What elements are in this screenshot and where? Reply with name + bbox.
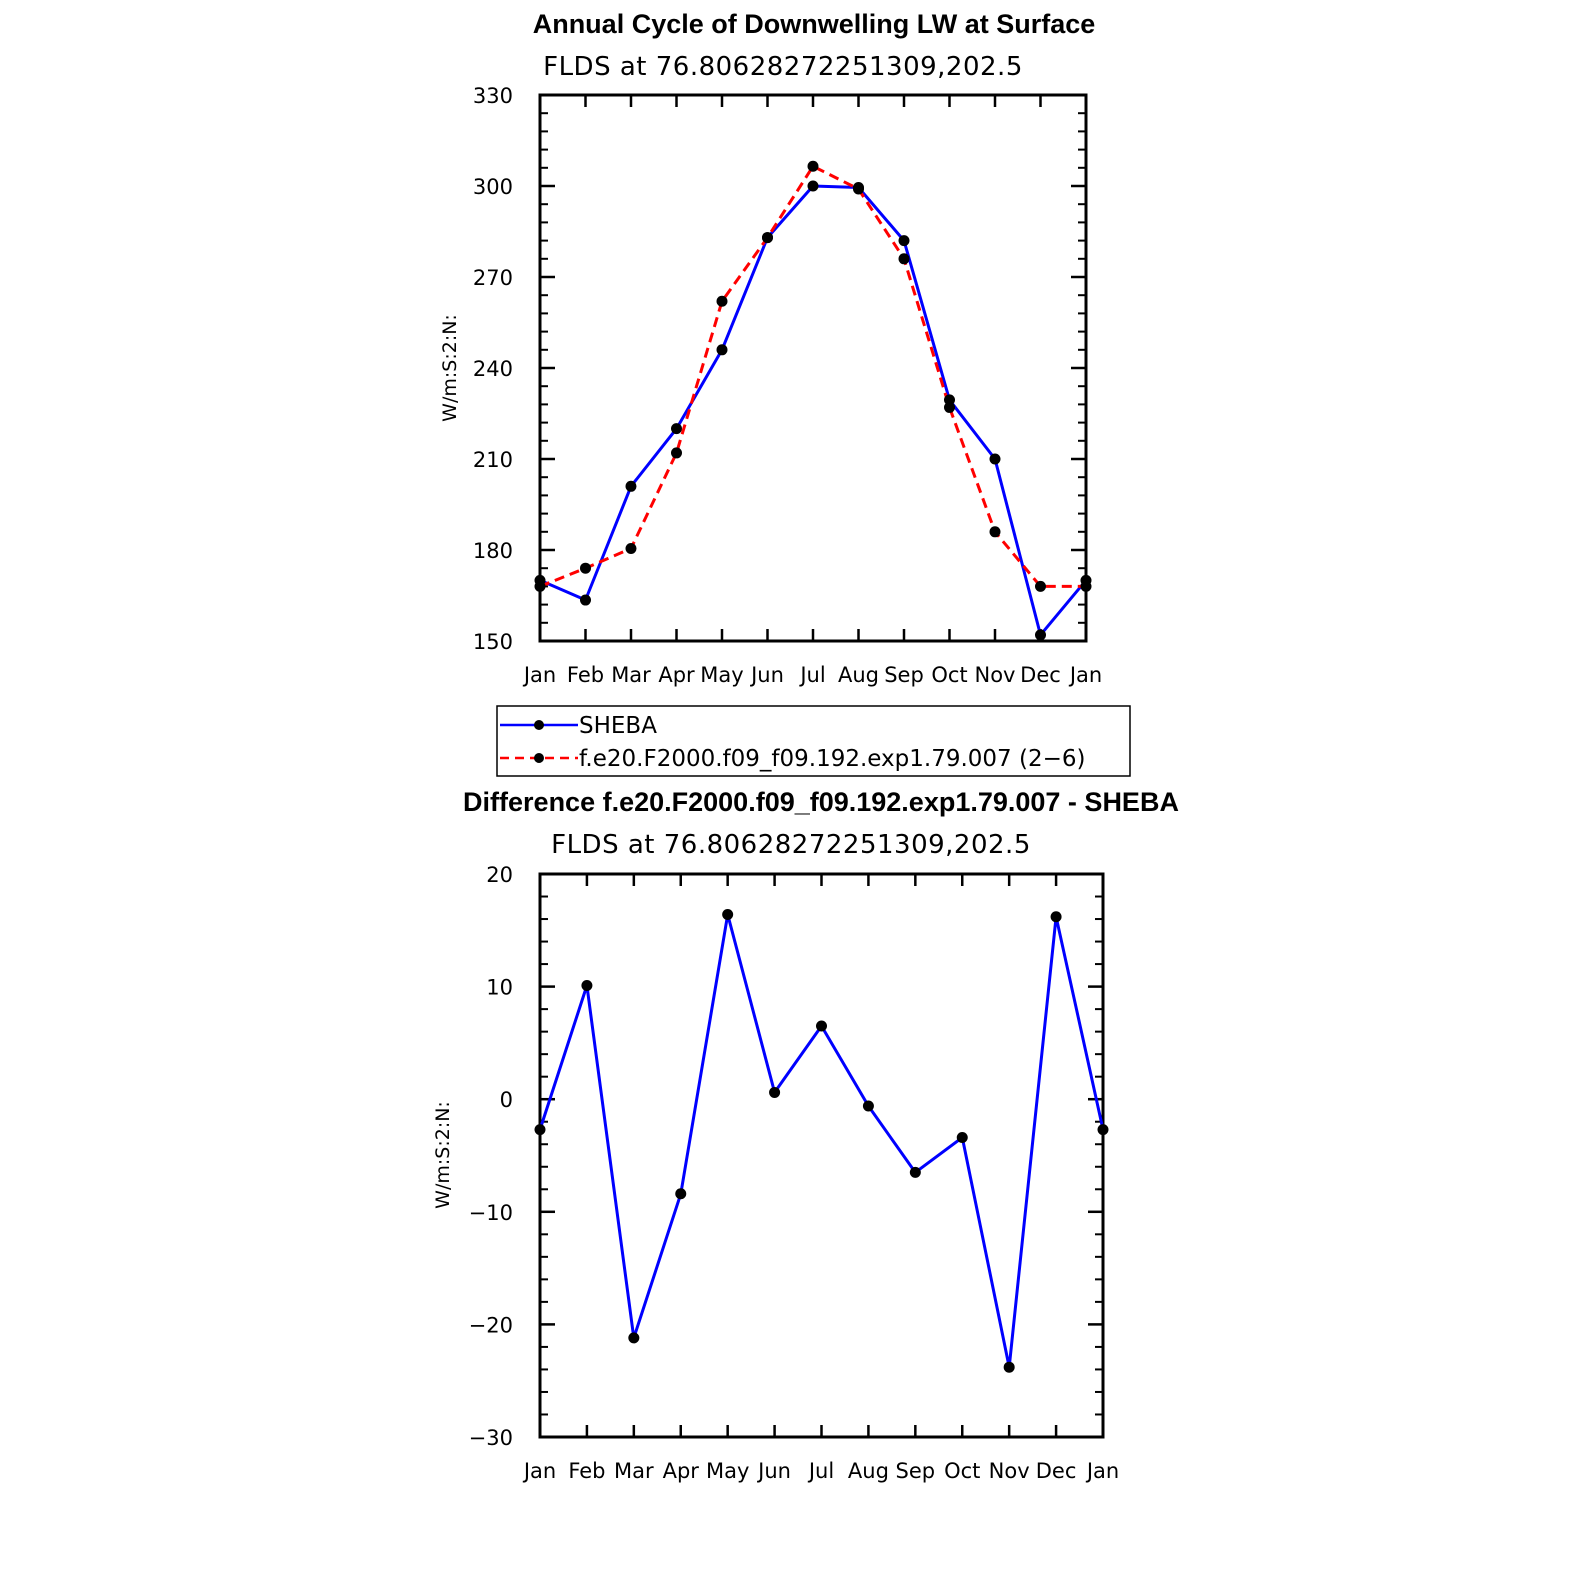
chart2-xtick-label: Dec [1036,1459,1077,1483]
chart1-subtitle: FLDS at 76.80628272251309,202.5 [543,52,1023,82]
annual-cycle-chart: Annual Cycle of Downwelling LW at Surfac… [439,9,1102,687]
chart2-ytick-label: 0 [500,1088,513,1112]
chart1-series-1-point [944,401,955,413]
chart1-series-1-point [716,295,728,307]
chart2-ylabel: W/m:S:2:N: [432,1101,454,1209]
chart1-xtick-label: Jul [798,663,825,687]
chart1-ytick-label: 270 [473,266,513,290]
chart2-ytick-label: −20 [469,1313,513,1337]
chart1-series-0-point [898,235,910,247]
chart2-series-0-point [628,1332,640,1344]
chart1-series-1-line [539,164,1086,588]
chart2-ytick-label: 20 [486,863,513,887]
chart1-series-0-point [580,594,591,606]
chart1-series-0-point [671,423,682,435]
chart2-series-0-point [1003,1361,1015,1373]
chart2-series-0-point [722,909,734,921]
chart1-series [534,160,1092,641]
chart1-series-1-point [580,562,591,574]
chart1-xtick-label: May [700,663,743,687]
chart1-ytick-label: 210 [473,448,513,472]
chart2-series-0-point [675,1188,687,1200]
chart1-xtick-label: Aug [838,663,879,687]
chart1-series-1-point [807,160,819,172]
chart1-xtick-label: Jan [1068,663,1102,687]
legend-sheba-marker [534,720,544,730]
chart1-series-0-point [944,394,955,406]
chart2-ytick-label: 10 [486,976,513,1000]
chart1-series-1-point [625,542,637,554]
chart1-xtick-label: Mar [611,663,651,687]
chart1-plot-frame [538,93,1088,643]
chart2-ytick-label: −30 [469,1426,513,1450]
chart2-series-0-point [956,1131,968,1143]
legend-model-marker [534,753,544,763]
chart1-xtick-label: Jun [749,663,784,687]
chart1-ytick-label: 240 [473,357,513,381]
legend-box [496,705,1131,777]
chart1-series-0-point [716,344,728,356]
chart2-xtick-label: Jul [807,1459,834,1483]
chart1-xtick-label: Apr [658,663,695,687]
chart2-xtick-label: Sep [896,1459,936,1483]
chart2-xtick-label: Jan [1085,1459,1119,1483]
legend-model-label: f.e20.F2000.f09_f09.192.exp1.79.007 (2−6… [579,746,1085,772]
chart2-series-0-line [538,913,1105,1369]
chart1-series-1-point [762,232,773,244]
chart1-ytick-label: 180 [473,539,513,563]
chart2-series-0-point [769,1086,781,1098]
chart2-xtick-label: Nov [989,1459,1030,1483]
chart2-ytick-label: −10 [469,1201,513,1225]
chart1-xtick-label: Oct [931,663,967,687]
chart1-ytick-label: 150 [473,630,513,654]
chart2-series-0-point [862,1100,874,1112]
chart1-ytick-label: 300 [473,175,513,199]
chart1-series-0-point [625,480,637,492]
chart1-series-1-point [853,183,864,195]
chart2-xtick-label: Oct [944,1459,980,1483]
chart1-legend: SHEBA f.e20.F2000.f09_f09.192.exp1.79.00… [496,705,1131,777]
chart1-title: Annual Cycle of Downwelling LW at Surfac… [533,9,1096,39]
chart1-xtick-label: Jan [522,663,556,687]
chart2-xtick-label: May [706,1459,749,1483]
legend-sheba-label: SHEBA [579,713,657,739]
difference-chart: Difference f.e20.F2000.f09_f09.192.exp1.… [432,787,1179,1483]
chart2-xtick-label: Feb [568,1459,605,1483]
chart1-xtick-label: Dec [1020,663,1061,687]
chart2-series-0-point [1097,1124,1109,1136]
chart2-axes: Jan Feb Mar Apr May Jun Jul Aug Sep Oct Nov Dec Jan−… [469,863,1120,1483]
chart2-xtick-label: Apr [663,1459,700,1483]
chart1-series-1-point [534,580,546,592]
chart1-xtick-label: Sep [884,663,924,687]
chart1-series-0-line [539,184,1088,637]
chart1-series-1-point [898,253,910,265]
chart1-series-1-point [1080,580,1092,592]
chart1-series-0-point [807,180,819,192]
chart2-xtick-label: Aug [848,1459,889,1483]
chart1-series-1-point [671,447,682,459]
chart2-series-0-point [816,1020,827,1032]
chart1-ylabel: W/m:S:2:N: [439,314,461,422]
chart2-xtick-label: Jun [756,1459,791,1483]
chart1-series-1-point [989,526,1001,538]
chart1-ytick-label: 330 [473,84,513,108]
chart2-plot-frame [538,872,1105,1439]
chart2-series-0-point [534,1124,546,1136]
chart2-xtick-label: Mar [614,1459,654,1483]
chart1-series-0-point [989,453,1001,465]
chart2-xtick-label: Jan [522,1459,556,1483]
chart1-axes: Jan Feb Mar Apr May Jun Jul Aug Sep Oct Nov Dec Jan 1… [473,84,1102,687]
chart1-xtick-label: Feb [567,663,604,687]
chart1-series-0-point [1035,629,1046,641]
chart2-series-0-point [581,979,593,991]
chart2-subtitle: FLDS at 76.80628272251309,202.5 [551,830,1031,860]
chart1-series-1-point [1035,580,1046,592]
chart2-series-0-point [909,1166,921,1178]
chart2-series-0-point [1050,911,1062,923]
chart1-xtick-label: Nov [975,663,1016,687]
chart2-title: Difference f.e20.F2000.f09_f09.192.exp1.… [463,787,1179,817]
chart2-series [534,909,1109,1373]
